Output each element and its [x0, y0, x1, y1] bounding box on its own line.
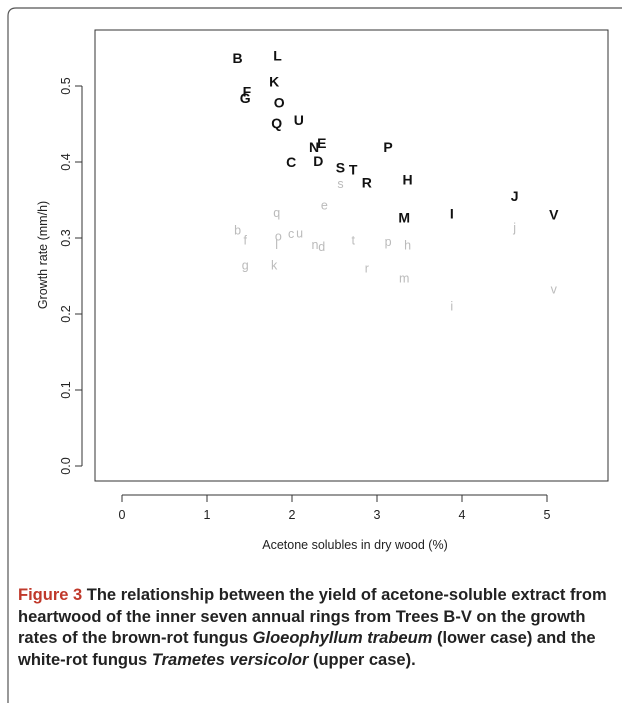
x-tick-label: 3	[374, 508, 381, 522]
caption-text-2: (lower case) and the white-rot fungus	[18, 629, 596, 669]
point-l: l	[275, 238, 278, 252]
y-axis-label: Growth rate (mm/h)	[36, 201, 50, 309]
point-C: C	[286, 154, 296, 170]
point-m: m	[399, 271, 409, 285]
point-k: k	[271, 258, 278, 272]
point-g: g	[242, 258, 249, 272]
point-B: B	[233, 50, 243, 66]
point-h: h	[404, 239, 411, 253]
point-e: e	[321, 198, 328, 212]
point-F: F	[243, 83, 252, 99]
point-V: V	[549, 206, 559, 222]
point-I: I	[450, 206, 454, 222]
y-tick-label: 0.4	[59, 153, 73, 170]
caption-text-1: The relationship between the yield of ac…	[18, 586, 607, 647]
caption-figure-label: Figure 3	[18, 586, 83, 604]
caption-species-1: Gloeophyllum trabeum	[252, 629, 433, 647]
x-tick-label: 5	[544, 508, 551, 522]
point-u: u	[296, 226, 303, 240]
point-b: b	[234, 223, 241, 237]
points-layer: B LK FG OUQ NE P C D S T H R J I V Mse q j b c uo f t p l n d h g k r m…	[233, 48, 560, 314]
y-tick-label: 0.5	[59, 77, 73, 94]
point-v: v	[551, 283, 558, 297]
point-s: s	[337, 177, 343, 191]
x-tick-label: 2	[289, 508, 296, 522]
x-tick-label: 4	[459, 508, 466, 522]
point-N: N	[309, 139, 319, 155]
point-t: t	[351, 233, 355, 247]
x-tick-label: 1	[204, 508, 211, 522]
axes-layer: 0 1 2 3 4 5 0.0 0.1 0.2 0.3 0.4 0.5	[59, 77, 551, 522]
point-S: S	[336, 159, 345, 175]
figure-border	[7, 7, 622, 703]
scatter-plot: 0 1 2 3 4 5 0.0 0.1 0.2 0.3 0.4 0.5 B LK FG OUQ NE P C D S T…	[36, 29, 609, 552]
point-K: K	[269, 73, 279, 89]
point-p: p	[385, 235, 392, 249]
point-P: P	[383, 139, 392, 155]
y-tick-label: 0.0	[59, 457, 73, 474]
point-T: T	[349, 162, 358, 178]
point-o: o	[275, 229, 282, 243]
point-f: f	[244, 233, 248, 247]
point-M: M	[398, 209, 410, 225]
point-D: D	[313, 153, 323, 169]
point-E: E	[317, 135, 326, 151]
point-j: j	[512, 221, 516, 235]
y-tick-label: 0.2	[59, 305, 73, 322]
point-L: L	[273, 48, 282, 64]
point-Q: Q	[271, 115, 282, 131]
plot-area-box	[94, 29, 609, 482]
x-tick-label: 0	[119, 508, 126, 522]
point-n: n	[311, 238, 318, 252]
point-R: R	[362, 175, 372, 191]
caption-text-3: (upper case).	[308, 650, 416, 669]
x-axis-label: Acetone solubles in dry wood (%)	[262, 538, 448, 552]
point-H: H	[403, 171, 413, 187]
point-d: d	[318, 240, 325, 254]
point-r: r	[365, 261, 369, 275]
point-U: U	[294, 112, 304, 128]
point-c: c	[288, 227, 294, 241]
caption-species-2: Trametes versicolor	[151, 650, 309, 669]
point-O: O	[274, 95, 285, 111]
point-q: q	[273, 206, 280, 220]
y-tick-label: 0.3	[59, 229, 73, 246]
y-tick-label: 0.1	[59, 381, 73, 398]
point-i: i	[450, 299, 453, 313]
figure-caption: Figure 3 The relationship between the yi…	[18, 585, 614, 671]
point-J: J	[511, 188, 519, 204]
point-G: G	[240, 90, 251, 106]
